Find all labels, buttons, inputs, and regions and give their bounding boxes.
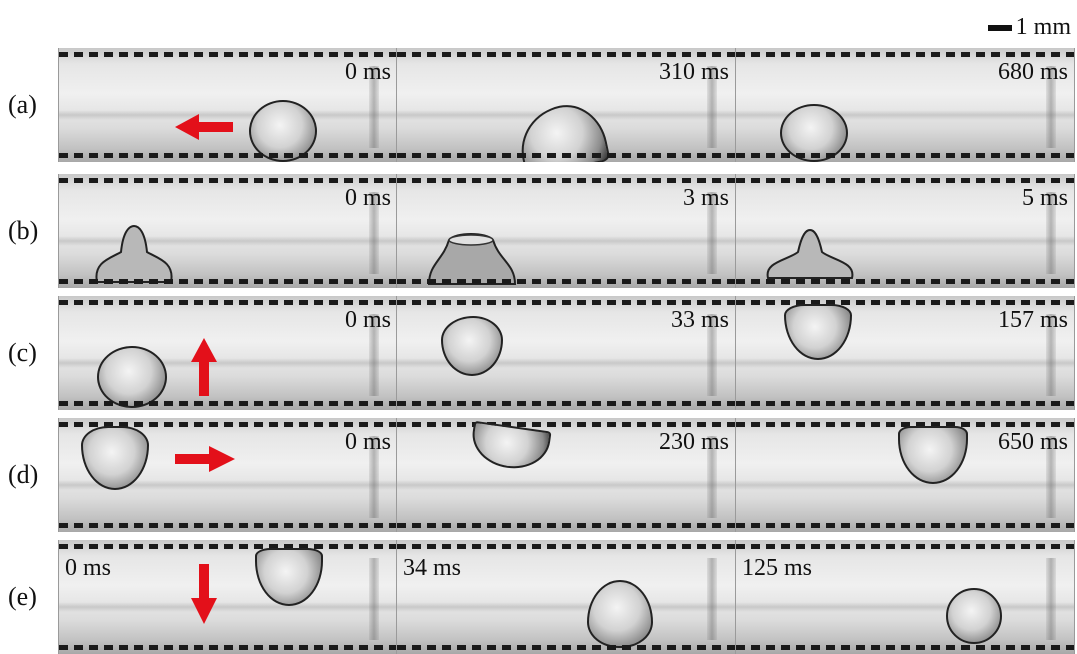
timestamp: 34 ms — [403, 555, 462, 581]
arrow-up-icon — [191, 338, 217, 396]
timestamp: 0 ms — [344, 429, 391, 455]
arrow-left-icon — [175, 114, 233, 140]
scale-bar-label: 1 mm — [1015, 14, 1071, 40]
droplet — [427, 233, 517, 285]
timestamp: 230 ms — [658, 429, 729, 455]
row-label: (b) — [8, 216, 39, 245]
droplet — [95, 224, 173, 283]
row-c: (c) 0 ms 33 ms 157 ms — [0, 296, 1077, 410]
frame-b-2: 3 ms — [396, 174, 736, 288]
arrow-right-icon — [175, 446, 235, 472]
droplet — [468, 420, 552, 474]
droplet — [249, 100, 317, 162]
droplet — [255, 548, 323, 606]
droplet — [81, 426, 149, 490]
frame-d-2: 230 ms — [396, 418, 736, 532]
timestamp: 33 ms — [670, 307, 729, 333]
timestamp: 0 ms — [344, 307, 391, 333]
timestamp: 125 ms — [742, 555, 813, 581]
row-a: (a) 0 ms 310 ms 680 ms — [0, 48, 1077, 162]
row-label: (d) — [8, 460, 39, 489]
row-e: (e) 0 ms 34 ms 125 ms — [0, 540, 1077, 654]
droplet — [780, 104, 848, 162]
arrow-down-icon — [191, 564, 217, 624]
timestamp: 157 ms — [997, 307, 1068, 333]
droplet — [513, 97, 611, 162]
timestamp: 0 ms — [344, 59, 391, 85]
timestamp: 5 ms — [1021, 185, 1068, 211]
droplet — [441, 316, 503, 376]
scale-bar: 1 mm — [987, 14, 1071, 41]
timestamp: 310 ms — [658, 59, 729, 85]
frame-c-2: 33 ms — [396, 296, 736, 410]
droplet — [97, 346, 167, 408]
droplet — [766, 228, 854, 279]
frame-b-1: 0 ms — [58, 174, 398, 288]
frame-d-1: 0 ms — [58, 418, 398, 532]
timestamp: 0 ms — [344, 185, 391, 211]
droplet — [587, 580, 653, 648]
timestamp: 3 ms — [682, 185, 729, 211]
row-d: (d) 0 ms 230 ms 650 ms — [0, 418, 1077, 532]
frame-a-2: 310 ms — [396, 48, 736, 162]
frame-c-3: 157 ms — [735, 296, 1075, 410]
frame-a-1: 0 ms — [58, 48, 398, 162]
row-b: (b) 0 ms 3 ms 5 ms — [0, 174, 1077, 288]
row-label: (a) — [8, 90, 37, 119]
timestamp: 0 ms — [65, 555, 112, 581]
frame-e-3: 125 ms — [735, 540, 1075, 654]
timestamp: 680 ms — [997, 59, 1068, 85]
droplet — [946, 588, 1002, 644]
frame-c-1: 0 ms — [58, 296, 398, 410]
scale-bar-line — [987, 24, 1012, 31]
droplet — [784, 304, 852, 360]
droplet — [898, 426, 968, 484]
frame-e-2: 34 ms — [396, 540, 736, 654]
frame-d-3: 650 ms — [735, 418, 1075, 532]
frame-e-1: 0 ms — [58, 540, 398, 654]
frame-b-3: 5 ms — [735, 174, 1075, 288]
row-label: (c) — [8, 338, 37, 367]
frame-a-3: 680 ms — [735, 48, 1075, 162]
timestamp: 650 ms — [997, 429, 1068, 455]
row-label: (e) — [8, 582, 37, 611]
